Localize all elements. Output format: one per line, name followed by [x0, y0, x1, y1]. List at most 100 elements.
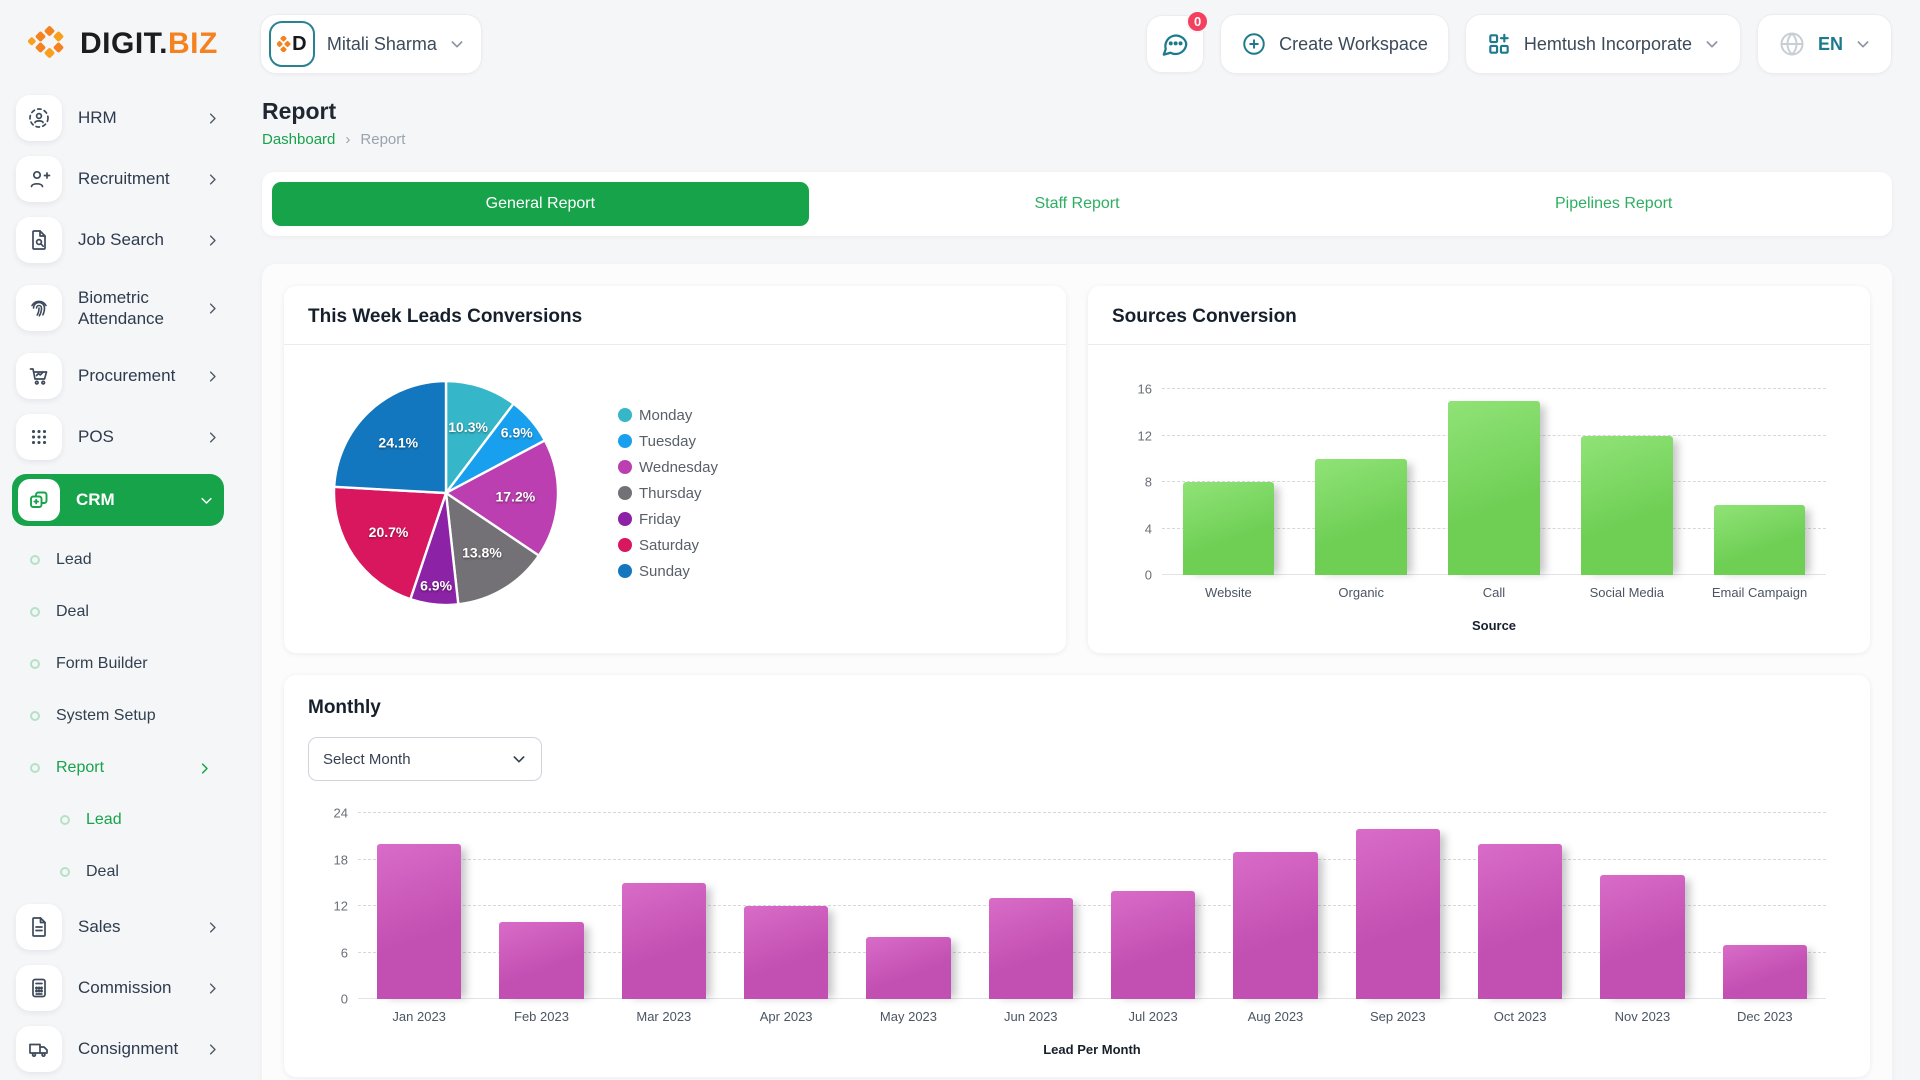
y-axis-tick: 0	[1144, 567, 1152, 583]
bar-nov-2023	[1600, 875, 1685, 999]
pie-percent-label: 6.9%	[420, 577, 452, 593]
gridline	[358, 812, 1826, 813]
page-title: Report	[262, 98, 337, 124]
sidebar: HRM Recruitment Job Search Biometric Att…	[0, 88, 236, 1080]
chat-button[interactable]: 0	[1146, 10, 1210, 73]
sidebar-item-commission[interactable]: Commission	[16, 964, 220, 1012]
sources-x-axis-title: Source	[1471, 618, 1517, 633]
select-month-dropdown[interactable]: Select Month	[308, 737, 542, 781]
user-menu[interactable]: D Mitali Sharma	[259, 14, 482, 74]
legend-dot-icon	[618, 486, 632, 500]
document-icon	[32, 917, 46, 937]
sidebar-item-biometric-attendance[interactable]: Biometric Attendance	[16, 277, 220, 339]
tab-general-report[interactable]: General Report	[272, 182, 809, 226]
bar-social-media	[1580, 435, 1673, 575]
pie-percent-label: 17.2%	[495, 489, 535, 505]
x-axis-label: Website	[1205, 585, 1252, 600]
legend-label: Wednesday	[639, 458, 718, 476]
x-axis-label: Email Campaign	[1711, 585, 1808, 600]
bullet-icon	[60, 815, 70, 825]
x-axis-label: Social Media	[1589, 585, 1664, 600]
sidebar-item-pos[interactable]: POS	[16, 413, 220, 461]
sidebar-item-crm[interactable]: CRM	[12, 474, 224, 526]
workspace-switcher[interactable]: Hemtush Incorporate	[1464, 14, 1741, 74]
create-workspace-button[interactable]: Create Workspace	[1220, 14, 1449, 74]
x-axis-label: May 2023	[879, 1009, 938, 1024]
chat-icon	[1162, 34, 1188, 56]
bar-jul-2023	[1110, 890, 1196, 999]
legend-item-wednesday[interactable]: Wednesday	[618, 459, 718, 476]
legend-item-tuesday[interactable]: Tuesday	[618, 433, 718, 450]
logo-mark-icon	[28, 26, 64, 58]
x-axis-label: Jul 2023	[1128, 1009, 1178, 1024]
bar-feb-2023	[499, 921, 584, 999]
gridline	[358, 905, 1826, 906]
y-axis-tick: 16	[1137, 381, 1152, 397]
sidebar-item-sales[interactable]: Sales	[16, 903, 220, 951]
y-axis-tick: 4	[1144, 521, 1152, 536]
app-header: DIGIT.BIZ D Mitali Sharma 0 Create Works…	[0, 0, 1920, 88]
hrm-icon	[29, 108, 49, 128]
monthly-bar-chart: 0 6 12 18 24 Jan 2023 Feb 2023 Mar 2023 Apr 202…	[284, 806, 1870, 1077]
legend-label: Saturday	[639, 536, 700, 554]
truck-icon	[29, 1043, 48, 1058]
legend-item-thursday[interactable]: Thursday	[618, 485, 718, 502]
chevron-right-icon	[209, 112, 216, 124]
chat-badge: 0	[1186, 10, 1210, 33]
x-axis-label: Oct 2023	[1493, 1009, 1547, 1024]
bar-email-campaign	[1713, 505, 1806, 575]
globe-icon	[1780, 32, 1804, 56]
pie-percent-label: 10.3%	[448, 419, 488, 435]
grid-dots-icon	[31, 429, 47, 445]
pie-percent-label: 13.8%	[462, 544, 502, 560]
document-search-icon	[32, 230, 46, 250]
sidebar-item-procurement[interactable]: Procurement	[16, 352, 220, 400]
legend-item-friday[interactable]: Friday	[618, 511, 718, 528]
language-code: EN	[1817, 33, 1843, 54]
create-workspace-label: Create Workspace	[1279, 33, 1428, 54]
pie-percent-label: 6.9%	[501, 425, 533, 441]
y-axis-tick: 0	[340, 991, 348, 1007]
legend-label: Friday	[639, 510, 681, 528]
avatar-letter: D	[292, 32, 307, 55]
legend-item-monday[interactable]: Monday	[618, 407, 718, 424]
chevron-down-icon	[513, 756, 525, 763]
legend-label: Sunday	[639, 562, 690, 580]
tab-pipelines-report[interactable]: Pipelines Report	[1345, 182, 1882, 226]
legend-item-saturday[interactable]: Saturday	[618, 537, 718, 554]
legend-item-sunday[interactable]: Sunday	[618, 563, 718, 580]
breadcrumb: Dashboard › Report	[262, 131, 1892, 148]
sidebar-item-consignment[interactable]: Consignment	[16, 1025, 220, 1073]
breadcrumb-dashboard-link[interactable]: Dashboard	[262, 131, 336, 148]
bar-apr-2023	[743, 906, 829, 999]
pie-legend: Monday Tuesday Wednesday Thursday Friday Satu…	[618, 407, 718, 580]
x-axis-label: Nov 2023	[1614, 1009, 1671, 1024]
plus-circle-icon	[1243, 33, 1265, 55]
sidebar-subitem-report-lead[interactable]: Lead	[60, 799, 220, 841]
user-name: Mitali Sharma	[326, 33, 437, 54]
gridline	[358, 951, 1826, 953]
sidebar-subitem-lead[interactable]: Lead	[30, 539, 220, 581]
tab-staff-report[interactable]: Staff Report	[809, 182, 1346, 226]
sidebar-item-recruitment[interactable]: Recruitment	[16, 155, 220, 203]
workspace-grid-icon	[1489, 33, 1509, 54]
y-axis-tick: 8	[1144, 474, 1152, 490]
language-selector[interactable]: EN	[1756, 14, 1892, 74]
sidebar-subitem-deal[interactable]: Deal	[30, 591, 220, 633]
sidebar-subitem-report-deal[interactable]: Deal	[60, 851, 220, 893]
bar-jun-2023	[988, 898, 1073, 999]
pie-percent-label: 24.1%	[378, 435, 418, 451]
chevron-down-icon	[1857, 41, 1869, 48]
sidebar-subitem-system-setup[interactable]: System Setup	[30, 695, 220, 737]
bullet-icon	[60, 867, 70, 877]
sidebar-item-hrm[interactable]: HRM	[16, 94, 220, 142]
gridline	[1162, 388, 1826, 389]
chevron-right-icon	[209, 431, 216, 443]
sidebar-subitem-report[interactable]: Report	[30, 747, 220, 789]
workspace-name: Hemtush Incorporate	[1523, 33, 1692, 54]
chevron-right-icon	[209, 173, 216, 185]
sidebar-item-job-search[interactable]: Job Search	[16, 216, 220, 264]
legend-label: Thursday	[639, 484, 702, 502]
sidebar-subitem-form-builder[interactable]: Form Builder	[30, 643, 220, 685]
select-month-value: Select Month	[323, 750, 411, 768]
